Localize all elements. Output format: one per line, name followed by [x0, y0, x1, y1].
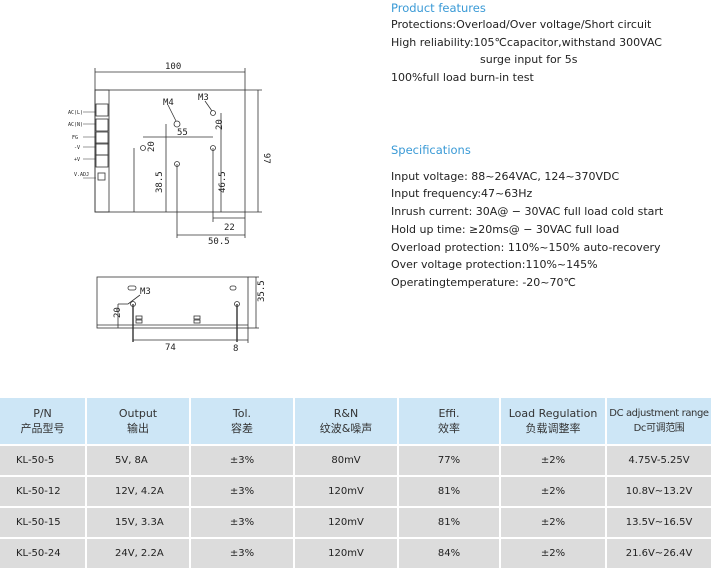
dim-74: 74 — [165, 343, 176, 353]
table-cell: 77% — [398, 444, 501, 476]
m3-label: M3 — [198, 93, 209, 103]
side-view-outline — [96, 276, 249, 329]
spec-line: Input frequency:47~63Hz — [391, 187, 533, 200]
spec-line: Inrush current: 30A@ − 30VAC full load c… — [391, 205, 664, 218]
dim-22: 22 — [224, 223, 235, 233]
m4-label: M4 — [163, 98, 174, 108]
terminal-label: +V — [74, 157, 80, 163]
dim-20-side: 20 — [113, 307, 123, 318]
mounting-holes — [140, 110, 216, 167]
dim-20: 20 — [147, 141, 157, 152]
table-cell: 13.5V~16.5V — [606, 506, 713, 538]
table-cell: 12V, 4.2A — [86, 475, 191, 507]
table-cell: 5V, 8A — [86, 444, 191, 476]
table-cell: ±2% — [500, 537, 607, 568]
table-row: KL-50-5 5V, 8A ±3% 80mV 77% ±2% 4.75V-5.25V — [0, 444, 713, 476]
terminal-label: FG — [72, 135, 78, 141]
table-cell: 81% — [398, 475, 501, 507]
terminal-label: AC(N) — [68, 122, 83, 128]
table-cell: 15V, 3.3A — [86, 506, 191, 538]
col-header-tol: Tol. 容差 — [190, 398, 295, 445]
side-m3-label: M3 — [140, 287, 151, 297]
col-header-effi: Effi. 效率 — [398, 398, 501, 445]
col-header-rn: R&N 纹波&噪声 — [294, 398, 399, 445]
spec-line: Over voltage protection:110%~145% — [391, 258, 598, 271]
feature-line: Protections:Overload/Over voltage/Short … — [391, 18, 652, 31]
features-title: Product features — [391, 1, 486, 15]
dim-50-5: 50.5 — [208, 237, 230, 247]
table-cell: 80mV — [294, 444, 399, 476]
dimension-drawing: AC(L) AC(N) FG -V +V V.ADJ 100 97 M4 M3 … — [68, 62, 271, 354]
table-cell: 21.6V~26.4V — [606, 537, 713, 568]
specs-title: Specifications — [391, 143, 471, 157]
dim-46-5: 46.5 — [218, 171, 228, 193]
terminal-label: AC(L) — [68, 110, 83, 116]
dim-35-5: 35.5 — [257, 280, 267, 302]
table-cell: 4.75V-5.25V — [606, 444, 713, 476]
table-cell: 120mV — [294, 537, 399, 568]
table-cell: 120mV — [294, 506, 399, 538]
terminal-label: V.ADJ — [74, 172, 89, 178]
col-header-pn: P/N 产品型号 — [0, 398, 87, 445]
table-row: KL-50-12 12V, 4.2A ±3% 120mV 81% ±2% 10.8V~13.… — [0, 475, 713, 507]
col-header-load-regulation: Load Regulation 负载调整率 — [500, 398, 607, 445]
dim-20: 20 — [215, 119, 225, 130]
table-cell: ±2% — [500, 506, 607, 538]
col-header-output: Output 输出 — [86, 398, 191, 445]
col-header-dc-adjust: DC adjustment range Dc可调范围 — [606, 398, 713, 445]
table-cell: KL-50-12 — [0, 475, 87, 507]
feature-line: 100%full load burn-in test — [391, 71, 534, 84]
table-cell: ±3% — [190, 444, 295, 476]
terminal-blocks — [95, 103, 109, 181]
spec-line: Overload protection: 110%~150% auto-reco… — [391, 241, 661, 254]
table-cell: 84% — [398, 537, 501, 568]
terminal-strip — [94, 89, 110, 213]
table-cell: ±3% — [190, 475, 295, 507]
feature-line: High reliability:105℃capacitor,withstand… — [391, 36, 662, 49]
spec-line: Input voltage: 88~264VAC, 124~370VDC — [391, 170, 620, 183]
table-cell: 120mV — [294, 475, 399, 507]
terminal-label: -V — [74, 145, 80, 151]
table-cell: ±3% — [190, 506, 295, 538]
dim-38-5: 38.5 — [155, 171, 165, 193]
spec-line: Operatingtemperature: -20~70℃ — [391, 276, 576, 289]
table-cell: KL-50-24 — [0, 537, 87, 568]
table-row: KL-50-15 15V, 3.3A ±3% 120mV 81% ±2% 13.5V~16.… — [0, 506, 713, 538]
table-cell: ±3% — [190, 537, 295, 568]
table-cell: 10.8V~13.2V — [606, 475, 713, 507]
table-row: KL-50-24 24V, 2.2A ±3% 120mV 84% ±2% 21.6V~26.… — [0, 537, 713, 568]
table-cell: 81% — [398, 506, 501, 538]
feature-line: surge input for 5s — [480, 53, 578, 66]
dim-55: 55 — [177, 128, 188, 138]
dim-height: 97 — [261, 153, 271, 164]
table-cell: ±2% — [500, 444, 607, 476]
model-spec-table: P/N 产品型号 Output 输出 Tol. 容差 R&N 纹波&噪声 Effi. 效率… — [0, 398, 713, 568]
dim-width: 100 — [165, 62, 181, 72]
dim-8: 8 — [233, 344, 238, 354]
table-cell: KL-50-15 — [0, 506, 87, 538]
spec-line: Hold up time: ≥20ms@ − 30VAC full load — [391, 223, 620, 236]
table-cell: ±2% — [500, 475, 607, 507]
table-cell: KL-50-5 — [0, 444, 87, 476]
table-cell: 24V, 2.2A — [86, 537, 191, 568]
